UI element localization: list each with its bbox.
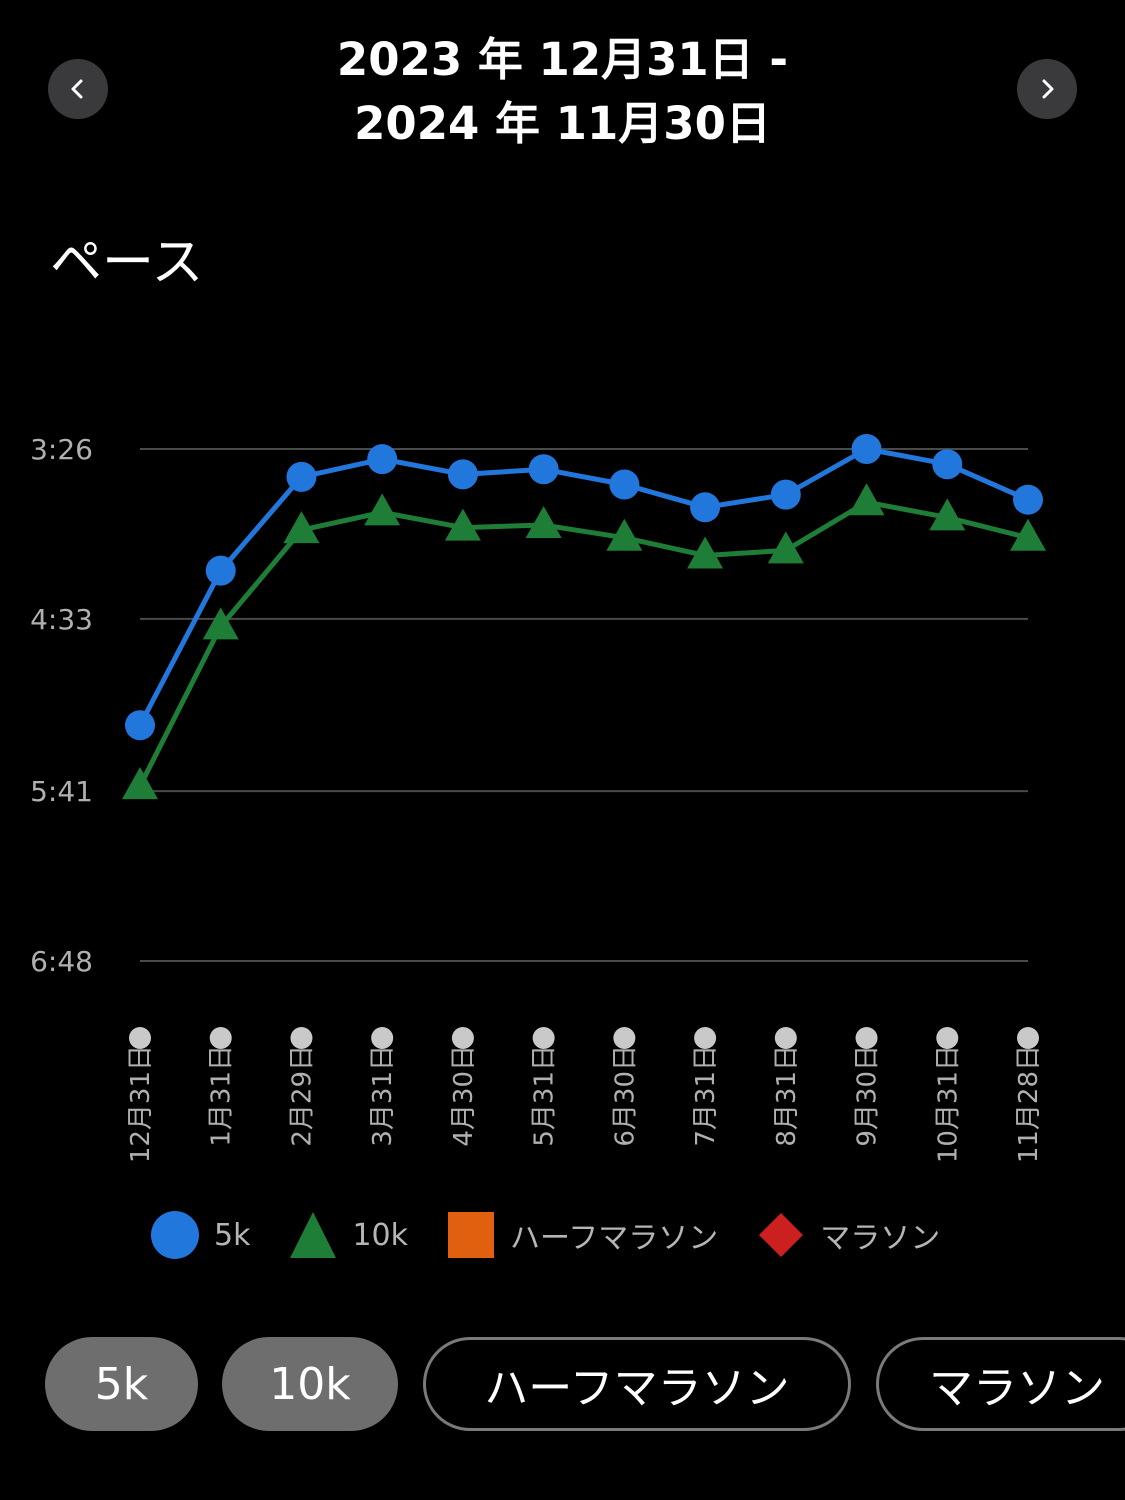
legend-label: 5k	[214, 1217, 251, 1253]
y-tick-label: 5:41	[30, 775, 93, 808]
date-range-start: 2023 年 12月31日 -	[336, 33, 789, 86]
metric-title: ペース	[50, 233, 204, 293]
filter-chip-label: マラソン	[929, 1363, 1105, 1414]
filter-chip-half-marathon[interactable]: ハーフマラソン	[423, 1337, 851, 1431]
data-point-10k	[767, 531, 804, 564]
data-point-5k	[367, 444, 398, 475]
data-point-5k	[690, 492, 721, 523]
legend-label: マラソン	[820, 1221, 941, 1256]
data-point-10k	[606, 518, 643, 551]
data-point-10k	[364, 493, 401, 526]
x-tick-dot	[694, 1027, 717, 1049]
x-tick-label: 10月31日	[933, 1045, 963, 1163]
x-tick-label: 5月31日	[530, 1045, 560, 1147]
x-tick-dot	[129, 1027, 151, 1049]
data-point-10k	[444, 508, 481, 541]
filter-chip-label: 10k	[269, 1358, 351, 1410]
data-point-10k	[687, 536, 724, 569]
x-tick-label: 7月31日	[691, 1045, 721, 1147]
y-tick-label: 6:48	[30, 945, 93, 978]
chevron-left-icon	[71, 79, 83, 99]
next-period-button[interactable]	[1017, 59, 1077, 119]
filter-chip-10k[interactable]: 10k	[222, 1337, 398, 1431]
legend-item-10k: 10k	[288, 1210, 408, 1260]
x-tick-label: 8月31日	[772, 1045, 802, 1147]
x-tick-dot	[613, 1027, 636, 1049]
data-point-5k	[609, 469, 640, 500]
diamond-icon	[759, 1213, 804, 1257]
data-point-5k	[205, 555, 236, 586]
chevron-right-icon	[1042, 79, 1054, 99]
x-tick-label: 12月31日	[126, 1045, 156, 1163]
filter-chip-marathon[interactable]: マラソン	[876, 1337, 1125, 1431]
series-line-5k	[137, 446, 1030, 727]
x-tick-dot	[855, 1027, 878, 1049]
x-tick-label: 2月29日	[287, 1045, 317, 1147]
data-point-5k	[1013, 484, 1043, 515]
x-tick-label: 6月30日	[610, 1045, 640, 1147]
triangle-icon	[290, 1212, 337, 1258]
data-point-5k	[125, 710, 155, 741]
date-range-title: 2023 年 12月31日 - 2024 年 11月30日	[200, 28, 925, 156]
data-point-5k	[528, 454, 559, 485]
y-tick-label: 4:33	[30, 603, 93, 636]
x-tick-label: 4月30日	[449, 1045, 479, 1147]
x-tick-dot	[290, 1027, 313, 1049]
data-point-10k	[525, 506, 562, 539]
filter-chip-label: ハーフマラソン	[484, 1363, 790, 1414]
circle-icon	[151, 1211, 199, 1259]
data-point-10k	[202, 607, 239, 640]
x-tick-dot	[209, 1027, 232, 1049]
x-tick-label: 3月31日	[368, 1045, 398, 1147]
x-tick-dot	[1017, 1027, 1039, 1049]
filter-chip-label: 5k	[94, 1358, 149, 1410]
distance-filter-bar: 5k 10k ハーフマラソン マラソン	[45, 1337, 1125, 1431]
data-point-5k	[851, 434, 882, 464]
legend-item-5k: 5k	[150, 1210, 250, 1260]
x-tick-dot	[451, 1027, 474, 1049]
previous-period-button[interactable]	[48, 59, 108, 119]
legend-item-half-marathon: ハーフマラソン	[446, 1210, 718, 1260]
pace-chart: 3:26 4:33 5:41 6:48 12月31日 1月31日 2月29日 3月31日 4月3…	[30, 433, 1046, 1163]
x-tick-label: 11月28日	[1014, 1045, 1044, 1163]
date-range-end: 2024 年 11月30日	[354, 97, 771, 150]
data-point-10k	[848, 483, 885, 516]
data-point-10k	[929, 498, 966, 531]
legend-item-marathon: マラソン	[756, 1210, 940, 1260]
chart-legend: 5k 10k ハーフマラソン マラソン	[150, 1205, 978, 1265]
data-point-5k	[447, 459, 478, 490]
x-tick-label: 1月31日	[207, 1045, 237, 1147]
x-tick-dot	[371, 1027, 394, 1049]
filter-chip-5k[interactable]: 5k	[45, 1337, 198, 1431]
x-tick-label: 9月30日	[853, 1045, 883, 1147]
x-tick-dot	[936, 1027, 959, 1049]
legend-label: ハーフマラソン	[510, 1221, 719, 1256]
x-tick-dot	[532, 1027, 555, 1049]
x-tick-dot	[774, 1027, 797, 1049]
data-point-10k	[122, 767, 158, 800]
series-line-10k	[137, 499, 1029, 788]
data-point-10k	[283, 511, 320, 544]
data-point-10k	[1010, 518, 1046, 551]
y-tick-label: 3:26	[30, 433, 93, 466]
legend-label: 10k	[352, 1217, 409, 1253]
data-point-5k	[932, 449, 963, 480]
data-point-5k	[770, 479, 801, 510]
data-point-5k	[286, 461, 317, 492]
square-icon	[448, 1212, 495, 1258]
